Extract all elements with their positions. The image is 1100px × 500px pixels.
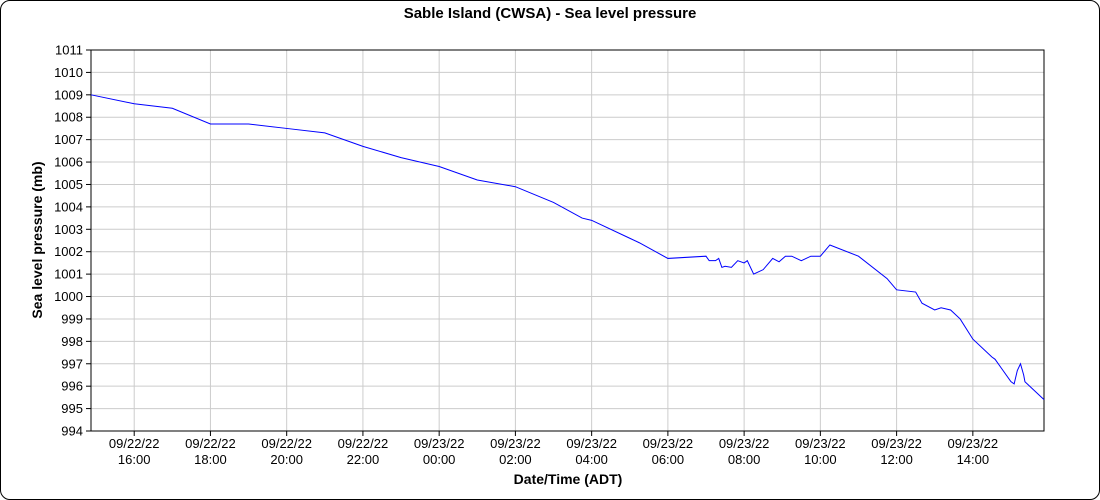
plot-area (90, 49, 1045, 432)
x-tick-label-date: 09/22/22 (338, 436, 389, 451)
grid-layer (91, 49, 1044, 432)
y-tick-label: 1005 (54, 177, 83, 192)
x-tick-label-time: 10:00 (804, 452, 837, 467)
y-tick-label: 994 (61, 424, 83, 439)
x-tick-label-time: 04:00 (575, 452, 608, 467)
x-tick-label-time: 02:00 (499, 452, 532, 467)
y-tick-label: 1000 (54, 289, 83, 304)
x-tick-label-time: 20:00 (270, 452, 303, 467)
x-tick-label-date: 09/23/22 (566, 436, 617, 451)
x-axis-label: Date/Time (ADT) (514, 471, 623, 487)
y-tick-label: 1001 (54, 267, 83, 282)
x-tick-label-date: 09/22/22 (109, 436, 160, 451)
x-tick-label-time: 08:00 (728, 452, 761, 467)
y-tick-label: 1002 (54, 244, 83, 259)
x-tick-label-date: 09/23/22 (643, 436, 694, 451)
x-tick-label-date: 09/23/22 (948, 436, 999, 451)
chart-title: Sable Island (CWSA) - Sea level pressure (404, 5, 697, 22)
y-tick-label: 1009 (54, 87, 83, 102)
y-tick-label: 998 (61, 334, 83, 349)
y-tick-label: 995 (61, 401, 83, 416)
y-tick-label: 1006 (54, 155, 83, 170)
x-tick-label-time: 18:00 (194, 452, 227, 467)
x-tick-label-date: 09/22/22 (185, 436, 236, 451)
x-tick-label-time: 12:00 (880, 452, 913, 467)
x-tick-label-time: 14:00 (957, 452, 990, 467)
x-tick-label-time: 22:00 (347, 452, 380, 467)
x-tick-label-time: 00:00 (423, 452, 456, 467)
x-tick-label-date: 09/23/22 (795, 436, 846, 451)
y-tick-label: 1003 (54, 222, 83, 237)
y-tick-label: 999 (61, 311, 83, 326)
pressure-series-line (90, 94, 1045, 400)
x-tick-label-time: 16:00 (118, 452, 151, 467)
x-tick-label-date: 09/23/22 (414, 436, 465, 451)
x-tick-label-date: 09/23/22 (871, 436, 922, 451)
x-tick-label-time: 06:00 (652, 452, 685, 467)
x-tick-label-date: 09/23/22 (490, 436, 541, 451)
x-axis: 09/22/2216:0009/22/2218:0009/22/2220:000… (109, 431, 998, 467)
x-tick-label-date: 09/22/22 (261, 436, 312, 451)
y-tick-label: 1007 (54, 132, 83, 147)
y-axis-label: Sea level pressure (mb) (29, 161, 45, 318)
y-tick-label: 1004 (54, 199, 83, 214)
x-tick-label-date: 09/23/22 (719, 436, 770, 451)
y-tick-label: 1011 (55, 43, 83, 58)
y-tick-label: 1010 (54, 65, 83, 80)
y-tick-label: 996 (61, 379, 83, 394)
y-axis: 994 995 996 997 998 999 1000 1001 1002 1003 1004 10… (54, 43, 91, 439)
y-tick-label: 997 (61, 356, 83, 371)
y-tick-label: 1008 (54, 110, 83, 125)
series-layer (90, 94, 1045, 400)
